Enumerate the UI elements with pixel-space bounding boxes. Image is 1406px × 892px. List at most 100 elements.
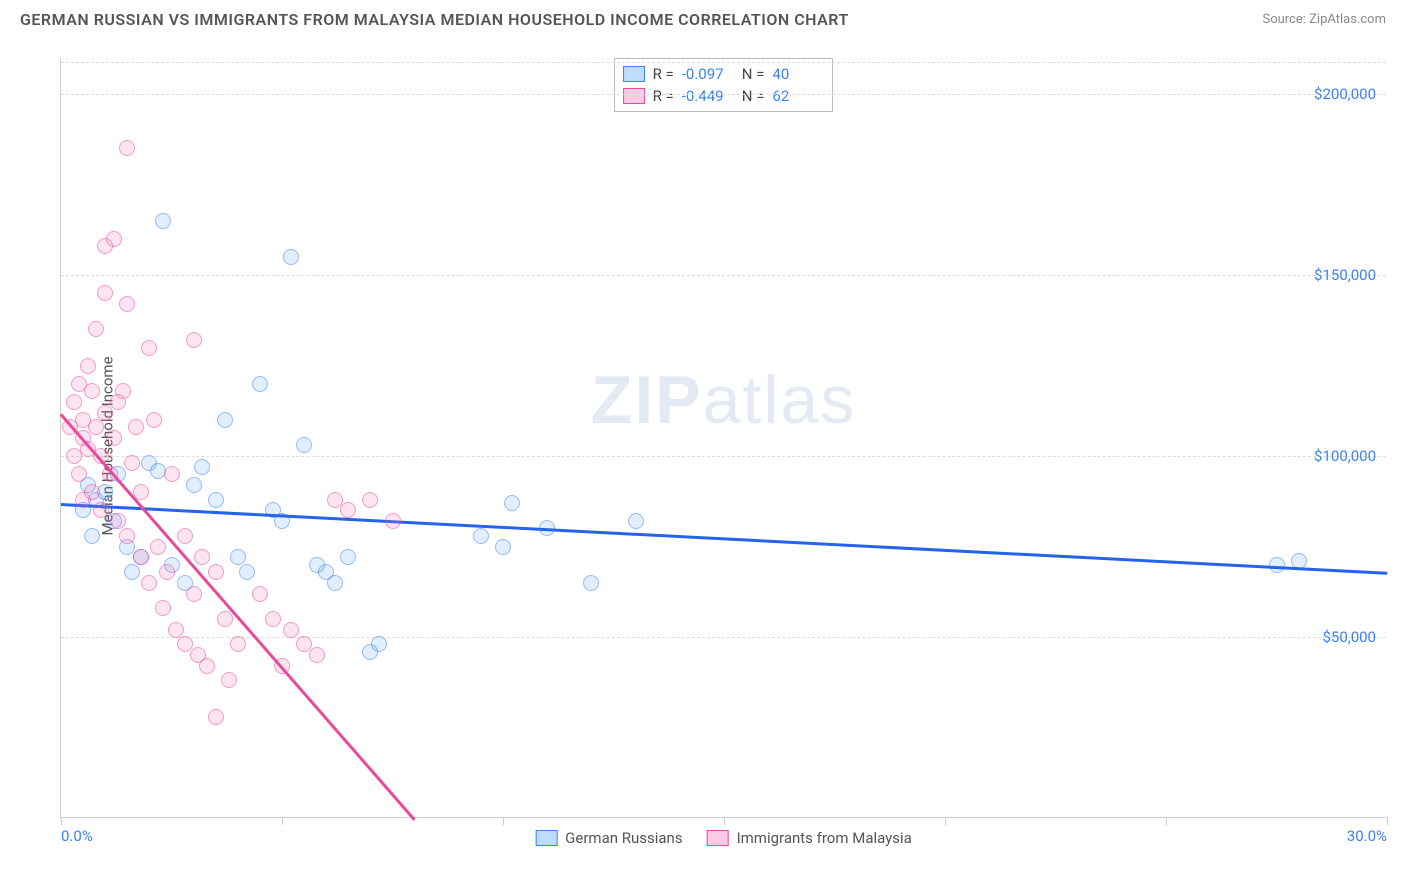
- data-point: [252, 376, 268, 392]
- data-point: [230, 549, 246, 565]
- x-tick: [945, 817, 946, 825]
- data-point: [362, 492, 378, 508]
- y-tick-label: $150,000: [1314, 266, 1376, 284]
- data-point: [124, 564, 140, 580]
- chart-title: GERMAN RUSSIAN VS IMMIGRANTS FROM MALAYS…: [20, 10, 849, 29]
- data-point: [80, 358, 96, 374]
- gridline: [61, 275, 1386, 276]
- data-point: [296, 437, 312, 453]
- stats-row-series-2: R = -0.449 N = 62: [623, 85, 825, 107]
- data-point: [265, 611, 281, 627]
- gridline: [61, 94, 1386, 95]
- data-point: [283, 249, 299, 265]
- gridline: [61, 637, 1386, 638]
- legend-item: Immigrants from Malaysia: [707, 829, 912, 847]
- data-point: [327, 575, 343, 591]
- legend-label: German Russians: [565, 829, 682, 847]
- data-point: [1269, 557, 1285, 573]
- data-point: [106, 231, 122, 247]
- data-point: [110, 513, 126, 529]
- legend-item: German Russians: [535, 829, 682, 847]
- data-point: [155, 600, 171, 616]
- x-tick-label: 0.0%: [61, 827, 93, 845]
- stat-n-label: N =: [742, 65, 765, 83]
- y-tick-label: $100,000: [1314, 447, 1376, 465]
- stat-n-value-1: 40: [772, 65, 824, 83]
- chart-plot-area: ZIPatlas R = -0.097 N = 40 R = -0.449 N …: [60, 58, 1386, 818]
- data-point: [177, 528, 193, 544]
- x-tick: [61, 817, 62, 825]
- data-point: [495, 539, 511, 555]
- data-point: [88, 321, 104, 337]
- data-point: [194, 549, 210, 565]
- data-point: [128, 419, 144, 435]
- x-tick: [503, 817, 504, 825]
- data-point: [119, 140, 135, 156]
- data-point: [252, 586, 268, 602]
- stat-n-label: N =: [742, 87, 765, 105]
- chart-source: Source: ZipAtlas.com: [1262, 12, 1386, 27]
- x-tick-label: 30.0%: [1347, 827, 1387, 845]
- x-tick: [282, 817, 283, 825]
- stat-r-value-2: -0.449: [682, 87, 734, 105]
- data-point: [97, 285, 113, 301]
- regression-line: [61, 503, 1387, 574]
- data-point: [66, 394, 82, 410]
- data-point: [115, 383, 131, 399]
- data-point: [221, 672, 237, 688]
- data-point: [146, 412, 162, 428]
- data-point: [504, 495, 520, 511]
- correlation-stats-box: R = -0.097 N = 40 R = -0.449 N = 62: [614, 58, 834, 112]
- data-point: [88, 419, 104, 435]
- data-point: [194, 459, 210, 475]
- swatch-pink-icon: [623, 88, 645, 104]
- stats-row-series-1: R = -0.097 N = 40: [623, 63, 825, 85]
- swatch-pink-icon: [707, 830, 729, 846]
- data-point: [97, 405, 113, 421]
- stat-n-value-2: 62: [772, 87, 824, 105]
- data-point: [150, 539, 166, 555]
- data-point: [186, 332, 202, 348]
- data-point: [186, 477, 202, 493]
- series-legend: German Russians Immigrants from Malaysia: [535, 829, 912, 847]
- data-point: [168, 622, 184, 638]
- data-point: [583, 575, 599, 591]
- stat-r-label: R =: [653, 87, 674, 105]
- data-point: [230, 636, 246, 652]
- x-tick: [1166, 817, 1167, 825]
- regression-line: [60, 413, 415, 820]
- data-point: [208, 492, 224, 508]
- data-point: [309, 647, 325, 663]
- gridline: [61, 456, 1386, 457]
- swatch-blue-icon: [623, 66, 645, 82]
- data-point: [208, 564, 224, 580]
- data-point: [208, 709, 224, 725]
- data-point: [155, 213, 171, 229]
- x-tick: [724, 817, 725, 825]
- data-point: [84, 383, 100, 399]
- data-point: [133, 549, 149, 565]
- data-point: [141, 575, 157, 591]
- legend-label: Immigrants from Malaysia: [737, 829, 912, 847]
- data-point: [119, 296, 135, 312]
- data-point: [124, 455, 140, 471]
- data-point: [217, 412, 233, 428]
- data-point: [239, 564, 255, 580]
- data-point: [164, 466, 180, 482]
- data-point: [119, 528, 135, 544]
- data-point: [84, 528, 100, 544]
- y-tick-label: $50,000: [1322, 628, 1376, 646]
- data-point: [340, 502, 356, 518]
- data-point: [628, 513, 644, 529]
- data-point: [385, 513, 401, 529]
- data-point: [473, 528, 489, 544]
- stat-r-label: R =: [653, 65, 674, 83]
- gridline: [61, 62, 1386, 63]
- x-tick: [1387, 817, 1388, 825]
- data-point: [199, 658, 215, 674]
- data-point: [371, 636, 387, 652]
- watermark: ZIPatlas: [591, 361, 856, 439]
- data-point: [71, 466, 87, 482]
- data-point: [93, 502, 109, 518]
- data-point: [141, 340, 157, 356]
